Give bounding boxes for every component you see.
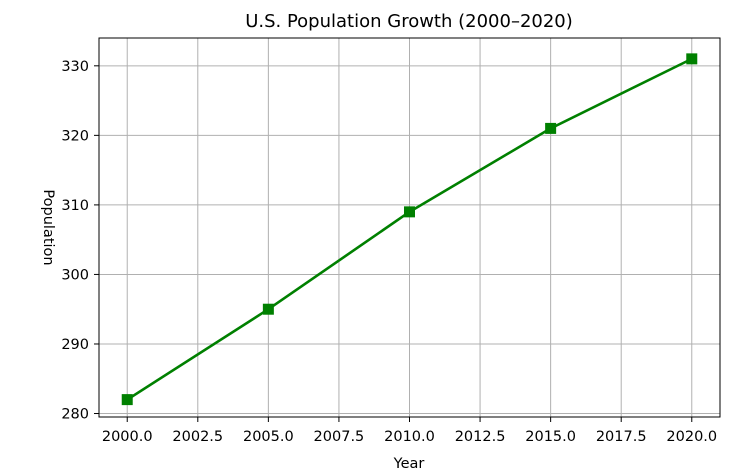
x-tick-label: 2020.0 xyxy=(666,429,717,445)
x-tick-label: 2000.0 xyxy=(102,429,153,445)
x-tick-label: 2005.0 xyxy=(243,429,294,445)
chart-title: U.S. Population Growth (2000–2020) xyxy=(245,11,573,32)
data-point-marker xyxy=(686,53,698,65)
x-tick-label: 2015.0 xyxy=(525,429,576,445)
y-axis-label: Population xyxy=(40,189,56,265)
y-tick-label: 300 xyxy=(61,267,89,283)
x-tick-label: 2010.0 xyxy=(384,429,435,445)
x-tick-label: 2002.5 xyxy=(172,429,223,445)
data-point-marker xyxy=(545,122,557,134)
data-point-marker xyxy=(404,206,415,218)
y-tick-label: 320 xyxy=(61,128,89,144)
y-tick-label: 310 xyxy=(61,198,89,214)
x-axis: 2000.0 2002.5 2005.0 2007.5 2010.0 2012.5 2015… xyxy=(102,417,717,445)
x-axis-label: Year xyxy=(393,456,425,471)
x-tick-label: 2007.5 xyxy=(314,429,365,445)
x-tick-label: 2017.5 xyxy=(596,429,647,445)
y-tick-label: 280 xyxy=(61,407,89,423)
y-tick-label: 290 xyxy=(61,337,89,353)
data-point-marker xyxy=(121,394,133,406)
grid xyxy=(99,38,720,417)
y-tick-label: 330 xyxy=(61,59,89,75)
series-layer xyxy=(121,53,698,406)
y-axis: 280 290 300 310 320 330 xyxy=(61,59,99,423)
x-tick-label: 2012.5 xyxy=(455,429,506,445)
data-point-marker xyxy=(262,303,274,315)
